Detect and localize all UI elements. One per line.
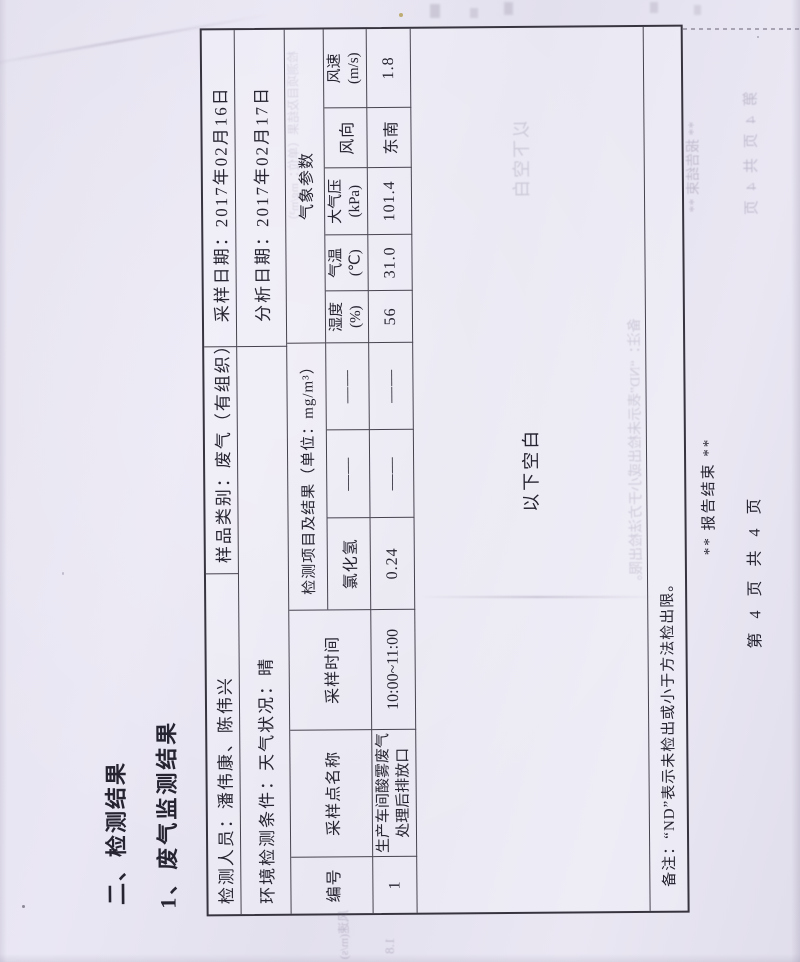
table-meta-rows: 检测人员：潘伟康、陈伟兴 样品类别：废气（有组织） 采样日期：2017年02月1… xyxy=(201,29,292,915)
header-wind-speed-label: 风速 xyxy=(327,53,344,84)
header-wind-speed: 风速 (m/s) xyxy=(323,29,368,108)
header-temperature-label: 气温 xyxy=(328,247,345,278)
header-item-dash-1: —— xyxy=(326,429,371,518)
header-no: 编号 xyxy=(291,856,374,914)
header-item-dash-2: —— xyxy=(326,342,370,430)
header-items-group: 检测项目及结果（单位：mg/m³） xyxy=(287,342,329,610)
section-title: 二、检测结果 xyxy=(103,760,130,906)
cell-env-conditions: 环境检测条件：天气状况：晴 xyxy=(237,345,292,915)
ghost-wind-speed-value: 1.8 xyxy=(381,937,397,954)
blank-area-note: 以下空白 xyxy=(410,26,651,913)
cell-personnel: 检测人员：潘伟康、陈伟兴 xyxy=(205,573,242,915)
ghost-wind-speed-label: 风速(m/s) xyxy=(336,909,351,960)
report-end-mark: ** 报告结束 ** xyxy=(700,437,718,556)
ghost-end-mark: ** 报告结束 ** xyxy=(686,121,703,213)
header-wind-dir: 风向 xyxy=(324,107,368,168)
header-pressure: 大气压 (kPa) xyxy=(324,167,369,235)
header-item-hcl: 氯化氢 xyxy=(327,517,372,610)
header-temperature-unit: (℃) xyxy=(347,249,364,277)
header-sampling-point: 采样点名称 xyxy=(290,729,374,857)
cell-sampling-date: 采样日期：2017年02月16日 xyxy=(201,30,238,347)
row1-dash-2: —— xyxy=(369,341,414,430)
header-sampling-time: 采样时间 xyxy=(289,609,373,730)
row1-no: 1 xyxy=(373,855,418,914)
page-number: 第 4 页 共 4 页 xyxy=(746,493,765,649)
header-pressure-unit: (kPa) xyxy=(346,184,364,218)
results-table: 检测人员：潘伟康、陈伟兴 样品类别：废气（有组织） 采样日期：2017年02月1… xyxy=(199,24,690,917)
header-wind-speed-unit: (m/s) xyxy=(345,52,363,85)
subsection-title: 1、废气监测结果 xyxy=(154,719,181,909)
row1-wind-dir: 东南 xyxy=(367,106,412,168)
cell-analysis-date: 分析日期：2017年02月17日 xyxy=(234,29,288,347)
row1-dash-1: —— xyxy=(369,428,415,518)
row1-pressure: 101.4 xyxy=(367,166,413,235)
header-humidity-unit: (%) xyxy=(347,305,365,328)
row1-wind-speed: 1.8 xyxy=(366,28,412,108)
ghost-page-number: 第 4 页 共 4 页 xyxy=(743,91,761,219)
header-humidity: 湿度 (%) xyxy=(325,290,370,343)
row1-hcl-value: 0.24 xyxy=(370,516,416,610)
row1-point-line2: 处理后排放口 xyxy=(394,747,412,838)
header-temperature: 气温 (℃) xyxy=(325,234,369,291)
row1-humidity: 56 xyxy=(368,289,414,343)
row1-time: 10:00~11:00 xyxy=(371,608,417,730)
row1-point-line1: 生产车间酸雾废气 xyxy=(375,732,393,854)
table-main-grid: 编号 采样点名称 采样时间 检测项目及结果（单位：mg/m³） 气象参数 氯化氢… xyxy=(284,26,688,914)
header-pressure-label: 大气压 xyxy=(328,178,345,224)
row1-sampling-point: 生产车间酸雾废气 处理后排放口 xyxy=(372,728,418,857)
cell-sample-type: 样品类别：废气（有组织） xyxy=(204,346,239,574)
header-humidity-label: 湿度 xyxy=(329,301,346,332)
row1-temperature: 31.0 xyxy=(368,233,413,291)
remark-row: 备注：“ND”表示未检出或小于方法检出限。 xyxy=(659,575,679,887)
header-weather-group: 气象参数 xyxy=(284,29,327,343)
